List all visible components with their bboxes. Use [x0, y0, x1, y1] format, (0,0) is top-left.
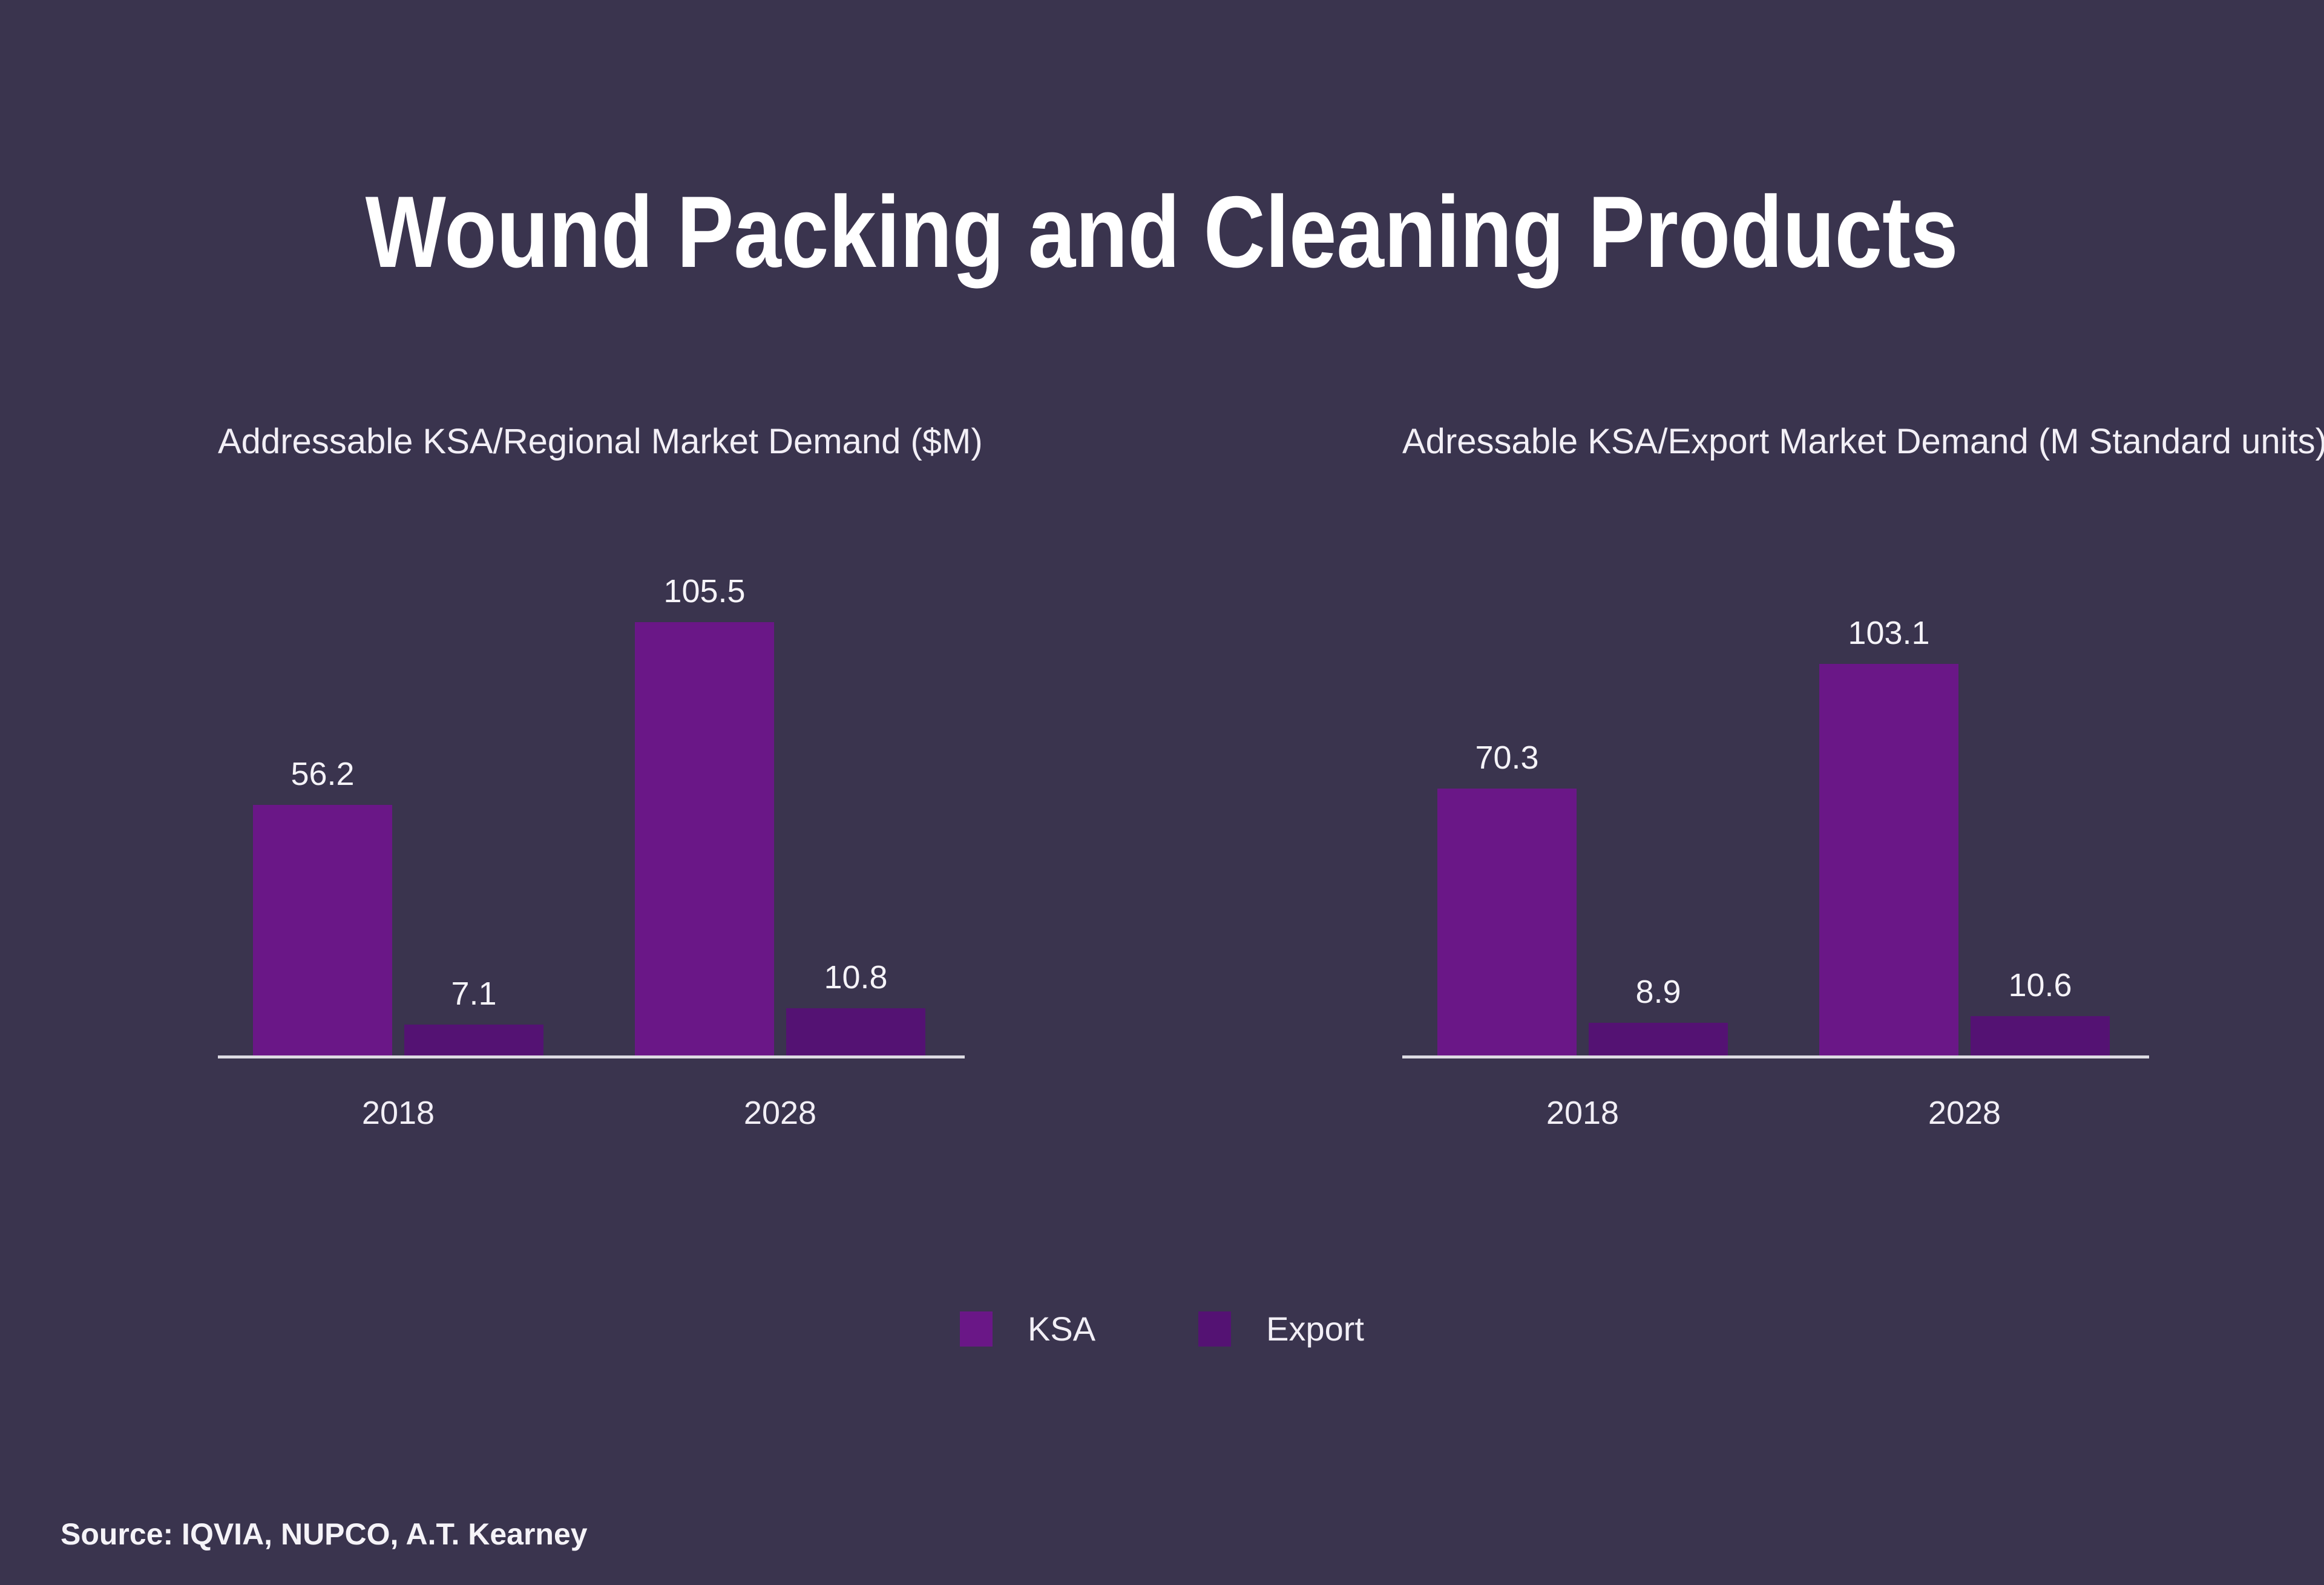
legend-swatch-ksa: [960, 1311, 993, 1347]
bar-cell-ksa-2018: 56.2: [253, 573, 392, 1057]
bar-cell-export-2018: 8.9: [1589, 573, 1728, 1057]
chart-export-demand: Adressable KSA/Export Market Demand (M S…: [1402, 0, 2324, 1585]
x-tick-2028: 2028: [743, 1095, 817, 1131]
bar-cell-export-2018: 7.1: [404, 573, 543, 1057]
bar-cell-ksa-2028: 105.5: [635, 573, 774, 1057]
plot-area: 56.2 7.1 105.5 10.8 2018 2028: [218, 573, 965, 1131]
bar-value-label: 8.9: [1635, 974, 1681, 1010]
bar-ksa-2018: [253, 805, 392, 1057]
x-tick-2028: 2028: [1928, 1095, 2001, 1131]
plot-area: 70.3 8.9 103.1 10.6 2018 2028: [1402, 573, 2149, 1131]
bar-value-label: 70.3: [1475, 740, 1539, 776]
chart-subtitle: Adressable KSA/Export Market Demand (M S…: [1402, 422, 2324, 462]
bar-cell-export-2028: 10.8: [786, 573, 925, 1057]
legend-item-export: Export: [1198, 1309, 1364, 1348]
legend-label-ksa: KSA: [1028, 1310, 1096, 1348]
bar-value-label: 56.2: [290, 756, 355, 792]
x-axis-line: [1402, 1055, 2149, 1058]
bar-value-label: 10.8: [824, 959, 888, 996]
bar-value-label: 7.1: [451, 976, 497, 1012]
bar-ksa-2028: [1819, 664, 1958, 1057]
bar-value-label: 103.1: [1848, 615, 1930, 651]
page-title: Wound Packing and Cleaning Products: [0, 176, 2324, 288]
bar-export-2018: [404, 1025, 543, 1057]
x-axis-line: [218, 1055, 965, 1058]
bar-cell-export-2028: 10.6: [1971, 573, 2110, 1057]
bar-cell-ksa-2018: 70.3: [1437, 573, 1577, 1057]
legend-swatch-export: [1198, 1311, 1232, 1347]
legend-item-ksa: KSA: [960, 1309, 1095, 1348]
bar-export-2028: [1971, 1016, 2110, 1057]
bar-value-label: 105.5: [663, 573, 746, 609]
chart-subtitle: Addressable KSA/Regional Market Demand (…: [218, 422, 983, 462]
legend: KSA Export: [0, 1309, 2324, 1348]
bar-export-2028: [786, 1008, 925, 1057]
bar-cell-ksa-2028: 103.1: [1819, 573, 1958, 1057]
bar-ksa-2028: [635, 622, 774, 1057]
x-tick-2018: 2018: [361, 1095, 435, 1131]
bar-export-2018: [1589, 1023, 1728, 1057]
page-title-text: Wound Packing and Cleaning Products: [366, 174, 1958, 289]
bar-value-label: 10.6: [2008, 967, 2072, 1003]
chart-regional-demand: Addressable KSA/Regional Market Demand (…: [218, 0, 983, 1585]
source-note: Source: IQVIA, NUPCO, A.T. Kearney: [61, 1517, 588, 1551]
bar-ksa-2018: [1437, 789, 1577, 1057]
x-tick-2018: 2018: [1546, 1095, 1620, 1131]
legend-label-export: Export: [1266, 1310, 1364, 1348]
